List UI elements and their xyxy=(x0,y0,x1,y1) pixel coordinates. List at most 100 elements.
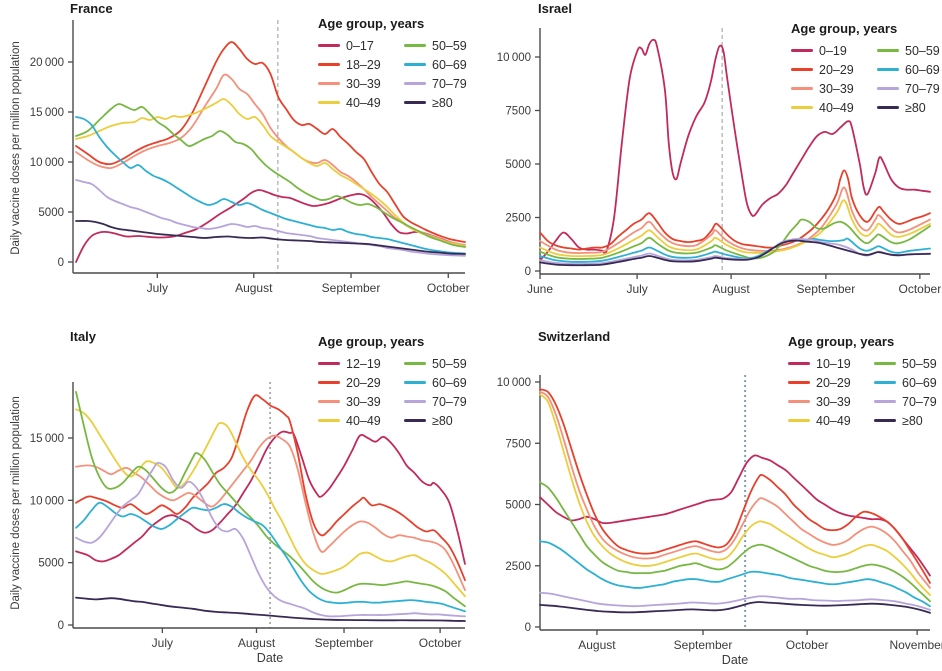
chart-italy: 0 5000 10 000 15 000 July August September Octo… xyxy=(30,382,466,650)
legend-label: 20–29 xyxy=(816,375,851,390)
legend-label: 50–59 xyxy=(905,43,940,58)
series-line-18–29 xyxy=(75,41,466,243)
legend-item-70–79: 70–79 xyxy=(874,392,937,411)
legend-label: ≥80 xyxy=(432,413,453,428)
series-line-60–69 xyxy=(539,540,931,608)
x-tick-label: August xyxy=(712,282,750,296)
legend-item-18–29: 18–29 xyxy=(318,55,404,74)
legend-swatch xyxy=(318,381,340,384)
series-line-70–79 xyxy=(75,461,466,618)
x-tick-label: September xyxy=(797,282,856,296)
y-tick-label: 15 000 xyxy=(30,107,64,119)
series-line-60–69 xyxy=(75,501,466,613)
legend-item-30–39: 30–39 xyxy=(318,74,404,93)
series-line-≥80 xyxy=(75,596,466,622)
panel-italy: 0 5000 10 000 15 000 July August September Octo… xyxy=(0,325,471,671)
legend-italy: Age group, years 12–19 20–29 30–39 40–49 50–… xyxy=(318,334,467,430)
legend-label: 18–29 xyxy=(346,57,381,72)
y-tick-label: 2500 xyxy=(505,213,531,225)
legend-item-12–19: 12–19 xyxy=(318,354,404,373)
legend-item-≥80: ≥80 xyxy=(404,93,467,112)
panel-france: 0 5000 10 000 15 000 20 000 July August Septemb… xyxy=(0,0,471,325)
legend-items: 0–19 20–29 30–39 40–49 50–59 60–69 70–79 ≥80 xyxy=(791,41,940,117)
panel-title-israel: Israel xyxy=(538,1,572,16)
x-tick-label: July xyxy=(626,282,647,296)
legend-swatch xyxy=(318,82,340,85)
series-line-60–69 xyxy=(75,116,466,255)
legend-swatch xyxy=(791,68,813,71)
legend-swatch xyxy=(318,101,340,104)
legend-item-60–69: 60–69 xyxy=(877,60,940,79)
y-tick-label: 5000 xyxy=(38,207,64,219)
legend-swatch xyxy=(318,362,340,365)
legend-swatch xyxy=(318,63,340,66)
legend-label: 70–79 xyxy=(432,394,467,409)
series-line-30–39 xyxy=(539,186,931,254)
legend-item-0–17: 0–17 xyxy=(318,36,404,55)
legend-items: 10–19 20–29 30–39 40–49 50–59 60–69 70–79 ≥80 xyxy=(788,354,937,430)
legend-label: 70–79 xyxy=(432,76,467,91)
x-axis-label-italy: Date xyxy=(256,651,284,665)
series-line-50–59 xyxy=(539,218,931,260)
chart-israel: 0 2500 5000 7500 10 000 June July August Septemb… xyxy=(497,28,941,296)
legend-swatch xyxy=(791,87,813,90)
legend-label: 50–59 xyxy=(432,356,467,371)
x-tick-label: June xyxy=(527,282,553,296)
legend-swatch xyxy=(404,101,426,104)
x-tick-label: October xyxy=(427,281,470,295)
legend-item-0–19: 0–19 xyxy=(791,41,877,60)
legend-label: 40–49 xyxy=(346,413,381,428)
series-line-≥80 xyxy=(75,220,466,255)
legend-swatch xyxy=(404,44,426,47)
legend-item-50–59: 50–59 xyxy=(874,354,937,373)
legend-item-40–49: 40–49 xyxy=(318,93,404,112)
legend-label: 30–39 xyxy=(819,81,854,96)
legend-title: Age group, years xyxy=(788,334,895,349)
series-line-70–79 xyxy=(75,179,466,257)
legend-label: ≥80 xyxy=(902,413,923,428)
legend-title: Age group, years xyxy=(791,21,898,36)
legend-item-70–79: 70–79 xyxy=(404,392,467,411)
series-line-50–59 xyxy=(75,391,466,608)
legend-label: 60–69 xyxy=(905,62,940,77)
legend-item-50–59: 50–59 xyxy=(404,36,467,55)
legend-swatch xyxy=(877,68,899,71)
x-tick-label: August xyxy=(578,638,616,652)
legend-swatch xyxy=(874,362,896,365)
y-tick-label: 15 000 xyxy=(30,433,64,445)
y-tick-label: 0 xyxy=(525,622,531,634)
y-tick-label: 10 000 xyxy=(497,52,531,64)
y-tick-label: 7500 xyxy=(505,438,531,450)
x-tick-label: August xyxy=(235,281,273,295)
legend-swatch xyxy=(404,419,426,422)
legend-swatch xyxy=(318,400,340,403)
legend-swatch xyxy=(404,362,426,365)
legend-label: 50–59 xyxy=(902,356,937,371)
legend-label: 30–39 xyxy=(346,394,381,409)
legend-item-30–39: 30–39 xyxy=(788,392,874,411)
legend-item-50–59: 50–59 xyxy=(877,41,940,60)
legend-item-≥80: ≥80 xyxy=(874,411,937,430)
series-line-≥80 xyxy=(539,239,931,267)
legend-label: 30–39 xyxy=(816,394,851,409)
series-line-20–29 xyxy=(539,388,931,584)
legend-label: 60–69 xyxy=(432,375,467,390)
legend-swatch xyxy=(404,63,426,66)
legend-swatch xyxy=(791,49,813,52)
legend-swatch xyxy=(318,419,340,422)
legend-swatch xyxy=(404,381,426,384)
legend-item-40–49: 40–49 xyxy=(791,98,877,117)
series-line-70–79 xyxy=(539,591,931,611)
y-tick-label: 10 000 xyxy=(30,495,64,507)
legend-title: Age group, years xyxy=(318,16,425,31)
legend-swatch xyxy=(877,87,899,90)
legend-label: 10–19 xyxy=(816,356,851,371)
legend-item-60–69: 60–69 xyxy=(874,373,937,392)
legend-item-20–29: 20–29 xyxy=(788,373,874,392)
panel-switzerland: 0 2500 5000 7500 10 000 August September Octobe… xyxy=(471,325,942,671)
legend-item-70–79: 70–79 xyxy=(877,79,940,98)
chart-switzerland: 0 2500 5000 7500 10 000 August September Octobe… xyxy=(497,375,942,652)
legend-label: 20–29 xyxy=(819,62,854,77)
y-tick-label: 7500 xyxy=(505,106,531,118)
y-tick-label: 0 xyxy=(525,266,531,278)
